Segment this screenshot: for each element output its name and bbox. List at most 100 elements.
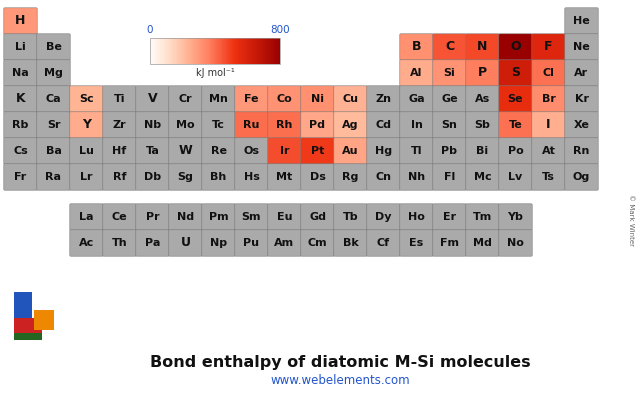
Text: Am: Am: [275, 238, 294, 248]
Bar: [210, 38, 211, 64]
Bar: [193, 38, 195, 64]
FancyBboxPatch shape: [499, 112, 532, 138]
Text: Hg: Hg: [375, 146, 392, 156]
FancyBboxPatch shape: [235, 112, 268, 138]
Bar: [261, 38, 262, 64]
Text: Ag: Ag: [342, 120, 359, 130]
Bar: [275, 38, 276, 64]
Text: Au: Au: [342, 146, 359, 156]
FancyBboxPatch shape: [499, 86, 532, 112]
Bar: [278, 38, 280, 64]
FancyBboxPatch shape: [235, 164, 268, 190]
Bar: [274, 38, 275, 64]
Bar: [175, 38, 176, 64]
FancyBboxPatch shape: [70, 164, 103, 190]
Bar: [211, 38, 212, 64]
Text: Hf: Hf: [113, 146, 127, 156]
Bar: [34, 310, 54, 330]
Text: Mg: Mg: [44, 68, 63, 78]
FancyBboxPatch shape: [36, 60, 70, 86]
Bar: [247, 38, 248, 64]
Bar: [168, 38, 169, 64]
Text: Pa: Pa: [145, 238, 160, 248]
FancyBboxPatch shape: [136, 164, 169, 190]
Bar: [180, 38, 182, 64]
FancyBboxPatch shape: [235, 138, 268, 164]
Bar: [192, 38, 193, 64]
Bar: [221, 38, 222, 64]
Text: Pb: Pb: [442, 146, 458, 156]
Text: Tb: Tb: [342, 212, 358, 222]
Text: V: V: [148, 92, 157, 106]
FancyBboxPatch shape: [400, 164, 433, 190]
FancyBboxPatch shape: [433, 60, 466, 86]
FancyBboxPatch shape: [334, 138, 367, 164]
Text: He: He: [573, 16, 590, 26]
Text: P: P: [478, 66, 487, 80]
FancyBboxPatch shape: [202, 230, 236, 256]
FancyBboxPatch shape: [466, 164, 499, 190]
Bar: [179, 38, 180, 64]
Bar: [207, 38, 208, 64]
Text: Fe: Fe: [244, 94, 259, 104]
Bar: [218, 38, 219, 64]
FancyBboxPatch shape: [499, 60, 532, 86]
Text: Se: Se: [508, 94, 524, 104]
Text: La: La: [79, 212, 93, 222]
Bar: [188, 38, 189, 64]
Text: Ar: Ar: [575, 68, 589, 78]
Bar: [220, 38, 221, 64]
Bar: [184, 38, 185, 64]
Text: Sg: Sg: [177, 172, 193, 182]
Text: Tm: Tm: [473, 212, 492, 222]
Bar: [183, 38, 184, 64]
FancyBboxPatch shape: [103, 86, 136, 112]
FancyBboxPatch shape: [334, 204, 367, 230]
Bar: [229, 38, 230, 64]
Text: Bh: Bh: [211, 172, 227, 182]
FancyBboxPatch shape: [433, 112, 466, 138]
Bar: [173, 38, 174, 64]
Bar: [227, 38, 228, 64]
Text: Dy: Dy: [375, 212, 392, 222]
FancyBboxPatch shape: [334, 164, 367, 190]
Text: Os: Os: [243, 146, 259, 156]
Text: Sn: Sn: [442, 120, 458, 130]
FancyBboxPatch shape: [334, 112, 367, 138]
Text: Cl: Cl: [543, 68, 554, 78]
Text: Cs: Cs: [13, 146, 28, 156]
Bar: [184, 38, 186, 64]
Bar: [201, 38, 202, 64]
FancyBboxPatch shape: [136, 138, 169, 164]
Text: Nd: Nd: [177, 212, 194, 222]
FancyBboxPatch shape: [169, 230, 202, 256]
FancyBboxPatch shape: [301, 164, 334, 190]
Bar: [236, 38, 237, 64]
Bar: [249, 38, 250, 64]
Text: www.webelements.com: www.webelements.com: [270, 374, 410, 386]
FancyBboxPatch shape: [4, 34, 37, 60]
FancyBboxPatch shape: [103, 204, 136, 230]
Bar: [182, 38, 184, 64]
Bar: [268, 38, 269, 64]
FancyBboxPatch shape: [400, 112, 433, 138]
FancyBboxPatch shape: [532, 86, 565, 112]
FancyBboxPatch shape: [466, 86, 499, 112]
Text: Cd: Cd: [376, 120, 392, 130]
Text: Kr: Kr: [575, 94, 589, 104]
Bar: [231, 38, 232, 64]
Bar: [227, 38, 228, 64]
Bar: [223, 38, 225, 64]
Text: Pm: Pm: [209, 212, 228, 222]
Bar: [165, 38, 166, 64]
Text: Xe: Xe: [573, 120, 589, 130]
Text: Mo: Mo: [176, 120, 195, 130]
Text: O: O: [510, 40, 521, 54]
Bar: [262, 38, 263, 64]
Bar: [181, 38, 182, 64]
Bar: [239, 38, 240, 64]
FancyBboxPatch shape: [4, 138, 37, 164]
Bar: [263, 38, 264, 64]
Bar: [267, 38, 268, 64]
Bar: [260, 38, 261, 64]
